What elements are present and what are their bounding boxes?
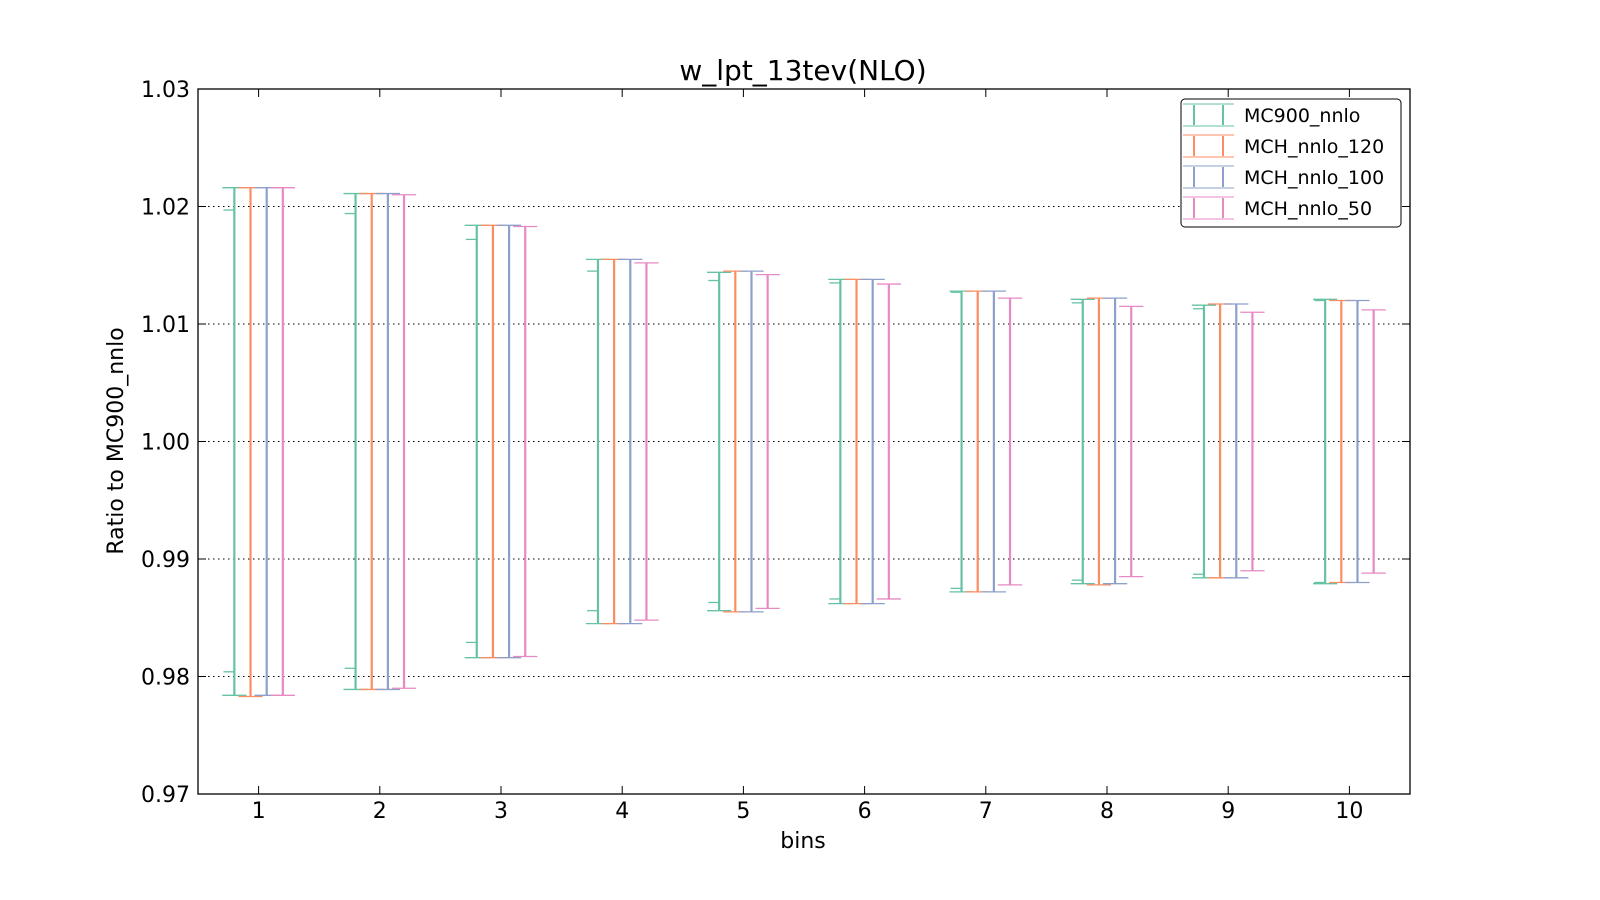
series-layer: [222, 187, 1386, 698]
legend-entry: MCH_nnlo_100: [1183, 165, 1384, 189]
x-tick-label: 2: [373, 799, 387, 824]
chart-title: w_lpt_13tev(NLO): [679, 54, 926, 87]
legend-entry: MCH_nnlo_50: [1183, 196, 1372, 220]
y-tick-label: 1.02: [141, 196, 190, 221]
legend-entry: MC900_nnlo: [1183, 103, 1360, 127]
legend-label: MCH_nnlo_100: [1244, 167, 1384, 189]
x-tick-label: 3: [494, 799, 508, 824]
y-axis-ticks: 0.97 0.98 0.99 1.00 1.01 1.02 1.03: [141, 78, 1410, 808]
series-MCH_nnlo_120: [238, 187, 1354, 698]
x-tick-label: 4: [615, 799, 629, 824]
y-tick-label: 1.00: [141, 431, 190, 456]
legend-label: MC900_nnlo: [1244, 105, 1360, 127]
legend: MC900_nnlo MCH_nnlo_120 MCH_nnlo_100 MCH_nn…: [1180, 98, 1402, 228]
y-tick-label: 0.98: [141, 666, 190, 691]
series-MC900_nnlo: [222, 187, 1338, 696]
x-tick-label: 7: [979, 799, 993, 824]
y-gridlines: [198, 206, 1410, 677]
x-tick-label: 8: [1100, 799, 1114, 824]
legend-frame: [1180, 98, 1402, 228]
series-MCH_nnlo_100: [254, 187, 1370, 696]
series-MCH_nnlo_50: [270, 187, 1386, 696]
legend-label: MCH_nnlo_50: [1244, 198, 1372, 220]
x-tick-label: 10: [1335, 799, 1363, 824]
legend-label: MCH_nnlo_120: [1244, 136, 1384, 158]
x-axis-title: bins: [780, 829, 825, 854]
y-tick-label: 0.97: [141, 783, 190, 808]
x-axis-ticks: 1 2 3 4 5 6 7 8 9 10: [252, 89, 1363, 824]
legend-entry: MCH_nnlo_120: [1183, 134, 1384, 158]
y-axis-title: Ratio to MC900_nnlo: [104, 327, 129, 554]
x-tick-label: 9: [1221, 799, 1235, 824]
x-tick-label: 6: [858, 799, 872, 824]
y-tick-label: 0.99: [141, 548, 190, 573]
y-tick-label: 1.01: [141, 313, 190, 338]
y-tick-label: 1.03: [141, 78, 190, 103]
x-tick-label: 1: [252, 799, 266, 824]
x-tick-label: 5: [736, 799, 750, 824]
